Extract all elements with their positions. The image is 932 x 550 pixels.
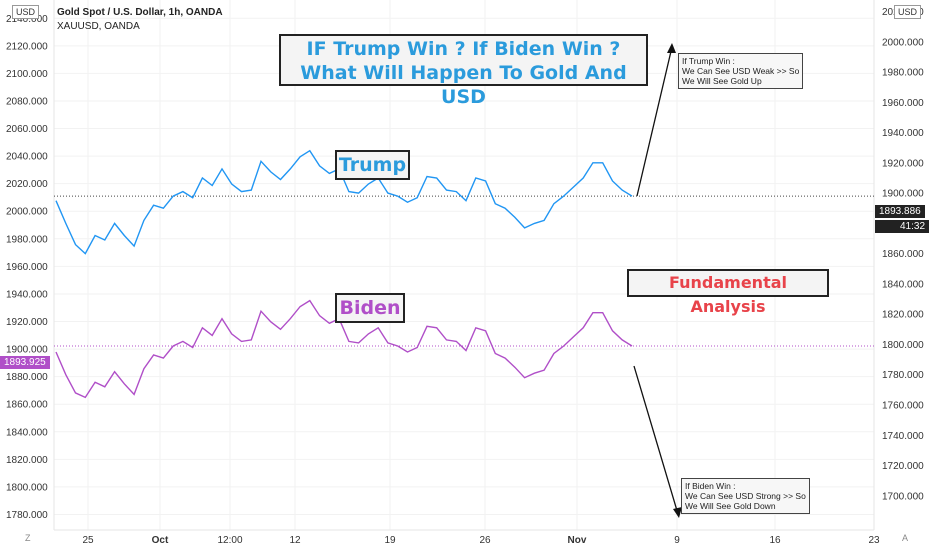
left-tick-label: 1940.000	[6, 289, 48, 300]
biden-outcome-note[interactable]: If Biden Win : We Can See USD Strong >> …	[681, 478, 810, 514]
biden-series-line	[55, 299, 633, 399]
time-axis[interactable]: 25 Oct 12:00 12 19 26 Nov 9 16 23	[82, 535, 880, 546]
left-tick-label: 1920.000	[6, 317, 48, 328]
right-tick-label: 1720.000	[882, 461, 924, 472]
left-tick-label: 1840.000	[6, 427, 48, 438]
left-tick-label: 2140.000	[6, 14, 48, 25]
right-tick-label: 1820.000	[882, 310, 924, 321]
right-tick-label: 1760.000	[882, 400, 924, 411]
left-price-axis[interactable]: 2140.000 2120.000 2100.000 2080.000 2060.000…	[6, 14, 48, 521]
headline-line-2: What Will Happen To Gold And USD	[300, 62, 627, 108]
time-tick-label: 12	[289, 535, 301, 546]
biden-arrow	[633, 365, 682, 518]
right-tick-label: 1740.000	[882, 431, 924, 442]
time-tick-label: 23	[868, 535, 880, 546]
left-tick-label: 1820.000	[6, 455, 48, 466]
left-tick-label: 1780.000	[6, 510, 48, 521]
left-tick-label: 1900.000	[6, 345, 48, 356]
auto-scale-icon[interactable]: A	[902, 533, 909, 543]
ticker-subtitle: XAUUSD, OANDA	[57, 21, 140, 32]
right-tick-label: 1940.000	[882, 128, 924, 139]
left-tick-label: 2000.000	[6, 207, 48, 218]
left-tick-label: 1860.000	[6, 400, 48, 411]
left-tick-label: 1800.000	[6, 482, 48, 493]
left-tick-label: 2040.000	[6, 152, 48, 163]
right-tick-label: 1840.000	[882, 279, 924, 290]
right-tick-label: 1980.000	[882, 68, 924, 79]
time-tick-label: Nov	[568, 535, 587, 546]
left-tick-label: 2080.000	[6, 96, 48, 107]
time-tick-label: Oct	[152, 535, 169, 546]
left-tick-label: 2060.000	[6, 124, 48, 135]
time-tick-label: 26	[479, 535, 491, 546]
right-tick-label: 1920.000	[882, 158, 924, 169]
time-tick-label: 16	[769, 535, 781, 546]
right-tick-label: 1960.000	[882, 98, 924, 109]
right-tick-label: 1700.000	[882, 491, 924, 502]
time-tick-label: 12:00	[217, 535, 242, 546]
left-tick-label: 2100.000	[6, 69, 48, 80]
right-tick-label: 1780.000	[882, 370, 924, 381]
trump-arrow	[636, 43, 676, 197]
left-tick-label: 1880.000	[6, 372, 48, 383]
right-tick-label: 2000.000	[882, 37, 924, 48]
chart-header: Gold Spot / U.S. Dollar, 1h, OANDA XAUUS…	[57, 6, 223, 34]
right-tick-label: 1800.000	[882, 340, 924, 351]
headline-annotation[interactable]: IF Trump Win ? If Biden Win ? What Will …	[279, 34, 648, 108]
biden-label[interactable]: Biden	[335, 293, 405, 323]
trump-label[interactable]: Trump	[335, 150, 410, 180]
left-tick-label: 1960.000	[6, 262, 48, 273]
left-tick-label: 1980.000	[6, 234, 48, 245]
right-last-price-tag: 1893.886	[875, 205, 925, 218]
time-tick-label: 9	[674, 535, 680, 546]
right-tick-label: 1900.000	[882, 189, 924, 200]
fundamental-analysis-label[interactable]: Fundamental Analysis	[627, 269, 829, 316]
time-tick-label: 19	[384, 535, 396, 546]
left-currency-badge[interactable]: USD	[12, 5, 40, 19]
trump-outcome-note[interactable]: If Trump Win : We Can See USD Weak >> So…	[678, 53, 804, 89]
zoom-icon[interactable]: Z	[25, 533, 31, 543]
right-currency-badge[interactable]: USD	[894, 5, 922, 19]
symbol-title[interactable]: Gold Spot / U.S. Dollar, 1h, OANDA	[57, 7, 223, 18]
left-tick-label: 2120.000	[6, 41, 48, 52]
trump-series-line	[55, 149, 633, 255]
bar-countdown-tag: 41:32	[875, 220, 930, 233]
right-tick-label: 1860.000	[882, 249, 924, 260]
headline-line-1: IF Trump Win ? If Biden Win ?	[306, 38, 621, 60]
time-tick-label: 25	[82, 535, 94, 546]
left-tick-label: 2020.000	[6, 179, 48, 190]
left-last-price-tag: 1893.925	[0, 356, 50, 369]
